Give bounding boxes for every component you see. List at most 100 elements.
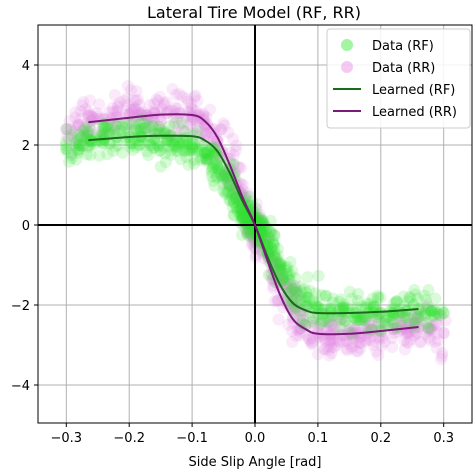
scatter-point-rr <box>308 319 321 332</box>
scatter-point-rf <box>71 133 84 146</box>
scatter-point-rr <box>297 314 310 327</box>
scatter-point-rf <box>97 121 110 134</box>
scatter-point-rr <box>343 326 356 339</box>
scatter-point-rf <box>217 177 230 190</box>
scatter-point-rr <box>151 124 164 137</box>
scatter-point-rr <box>363 317 376 330</box>
scatter-point-rf <box>163 140 176 153</box>
scatter-point-rf <box>93 149 106 162</box>
scatter-point-rr <box>90 126 103 139</box>
scatter-point-rf <box>301 271 314 284</box>
scatter-point-rr <box>175 123 188 136</box>
scatter-point-rf <box>290 286 303 299</box>
scatter-point-rf <box>223 180 236 193</box>
scatter-point-rf <box>257 217 270 230</box>
scatter-point-rr <box>253 214 266 227</box>
scatter-point-rr <box>227 186 240 199</box>
scatter-point-rr <box>325 318 338 331</box>
scatter-point-rr <box>135 109 148 121</box>
scatter-point-rf <box>210 147 223 160</box>
scatter-point-rf <box>319 302 332 315</box>
scatter-point-rf <box>187 137 200 150</box>
scatter-point-rr <box>431 318 444 331</box>
scatter-point-rf <box>426 309 439 322</box>
scatter-point-rr <box>386 340 399 353</box>
scatter-point-rr <box>372 349 385 362</box>
scatter-point-rf <box>339 314 352 327</box>
scatter-point-rr <box>346 321 359 334</box>
scatter-point-rr <box>282 318 295 331</box>
scatter-point-rf <box>367 301 380 314</box>
scatter-point-rr <box>143 98 156 111</box>
scatter-point-rf <box>99 121 112 134</box>
scatter-point-rf <box>277 271 290 284</box>
scatter-point-rf <box>276 269 289 282</box>
scatter-point-rf <box>302 291 315 304</box>
scatter-point-rr <box>355 336 368 349</box>
legend-marker <box>341 61 353 73</box>
scatter-point-rr <box>324 318 337 331</box>
scatter-point-rr <box>76 99 89 112</box>
scatter-point-rf <box>127 143 140 156</box>
scatter-point-rf <box>381 310 394 323</box>
scatter-point-rf <box>80 148 93 161</box>
scatter-point-rf <box>174 153 187 166</box>
scatter-point-rf <box>186 141 199 153</box>
scatter-point-rf <box>274 260 287 273</box>
scatter-point-rr <box>154 115 167 128</box>
scatter-point-rr <box>139 116 152 129</box>
scatter-point-rr <box>72 135 85 148</box>
scatter-point-rf <box>59 136 72 149</box>
scatter-point-rf <box>221 185 234 198</box>
scatter-point-rf <box>182 144 195 157</box>
scatter-point-rr <box>294 326 307 339</box>
scatter-point-rf <box>421 300 434 313</box>
scatter-point-rf <box>366 292 379 305</box>
scatter-point-rr <box>82 109 95 122</box>
scatter-point-rf <box>200 148 213 161</box>
scatter-point-rr <box>65 147 78 160</box>
scatter-point-rr <box>348 323 361 336</box>
scatter-point-rf <box>343 285 356 298</box>
scatter-point-rf <box>411 310 424 323</box>
scatter-point-rr <box>375 339 388 352</box>
scatter-point-rf <box>431 307 444 320</box>
scatter-point-rf <box>374 307 387 319</box>
scatter-point-rr <box>141 124 154 137</box>
scatter-point-rf <box>193 142 206 155</box>
scatter-point-rr <box>141 122 154 135</box>
scatter-point-rf <box>191 125 204 138</box>
scatter-point-rf <box>159 147 172 160</box>
scatter-point-rf <box>110 120 123 133</box>
scatter-point-rf <box>137 117 150 130</box>
scatter-point-rf <box>296 317 309 330</box>
scatter-point-rf <box>232 200 245 213</box>
scatter-point-rf <box>307 312 320 325</box>
scatter-point-rf <box>70 140 83 153</box>
scatter-point-rf <box>355 300 368 313</box>
scatter-point-rf <box>282 270 295 283</box>
scatter-point-rf <box>60 139 73 152</box>
scatter-point-rf <box>243 190 256 203</box>
scatter-point-rr <box>247 230 260 243</box>
scatter-point-rr <box>120 92 133 105</box>
scatter-point-rf <box>337 298 350 311</box>
scatter-point-rr <box>375 329 388 342</box>
scatter-point-rr <box>322 344 335 357</box>
scatter-point-rr <box>286 300 299 313</box>
scatter-point-rf <box>221 173 234 186</box>
scatter-point-rf <box>264 225 277 238</box>
scatter-point-rf <box>187 129 200 142</box>
scatter-point-rf <box>315 288 328 301</box>
scatter-point-rr <box>93 98 106 111</box>
scatter-point-rr <box>425 323 438 335</box>
scatter-point-rr <box>77 95 90 108</box>
scatter-point-rf <box>429 292 442 305</box>
scatter-point-rf <box>337 301 350 314</box>
scatter-point-rf <box>228 209 241 222</box>
scatter-point-rr <box>74 104 87 117</box>
scatter-point-rf <box>311 301 324 313</box>
scatter-point-rr <box>386 313 399 326</box>
scatter-point-rf <box>189 141 202 154</box>
scatter-point-rr <box>64 123 77 136</box>
